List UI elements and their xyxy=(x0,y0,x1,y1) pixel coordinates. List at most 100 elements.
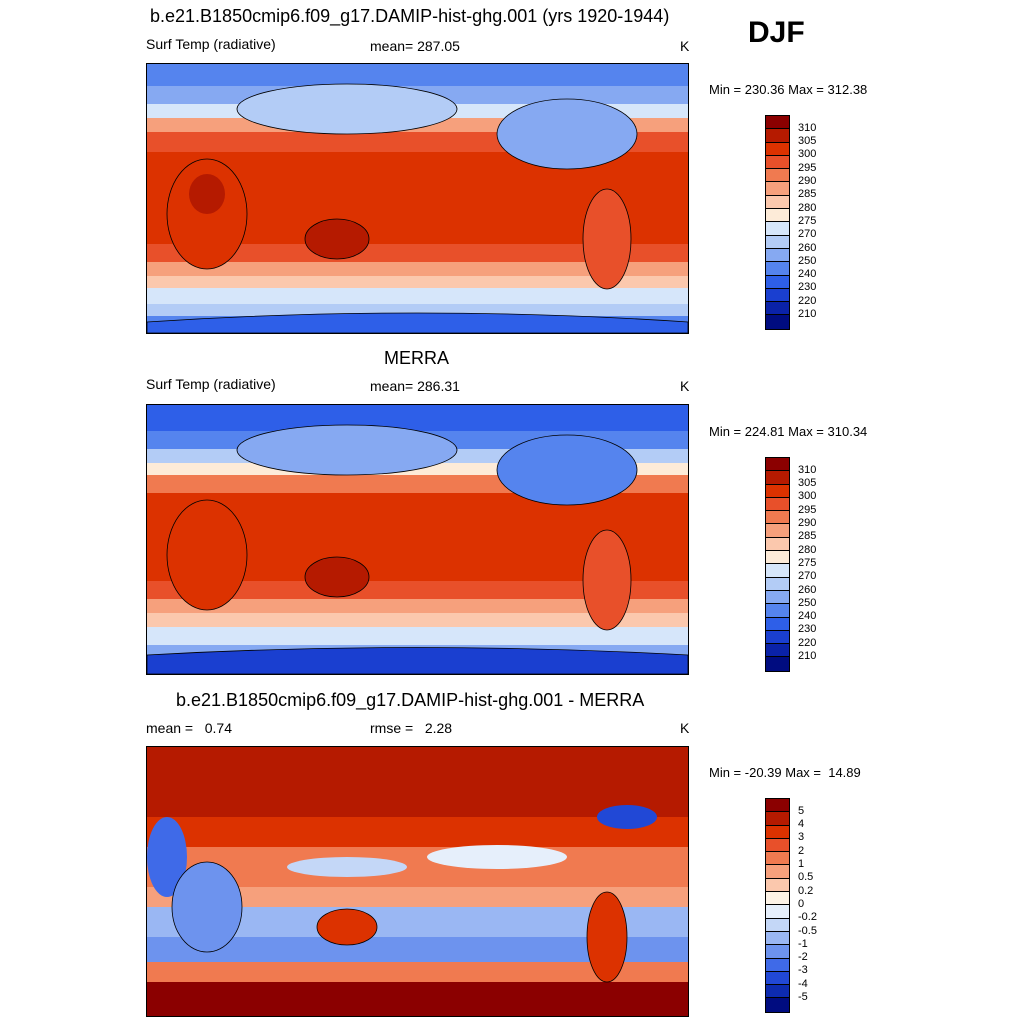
panel2-colorbar-segment xyxy=(766,471,789,485)
panel3-rmse: rmse = 2.28 xyxy=(370,720,453,736)
panel1-colorbar-segment xyxy=(766,169,789,183)
panel3-colorbar-tick-label: 0 xyxy=(798,897,805,910)
panel3-colorbar-segment xyxy=(766,985,789,999)
panel3-colorbar xyxy=(765,798,790,1013)
panel1-colorbar xyxy=(765,115,790,330)
panel2-colorbar-segment xyxy=(766,497,789,512)
panel1-colorbar-tick-label: 275 xyxy=(798,214,817,227)
panel2-title: MERRA xyxy=(384,348,450,368)
panel1-colorbar-segment xyxy=(766,288,789,303)
panel2-colorbar-segment xyxy=(766,537,789,552)
panel2-colorbar-tick-label: 300 xyxy=(798,490,817,503)
panel1-title: b.e21.B1850cmip6.f09_g17.DAMIP-hist-ghg.… xyxy=(150,6,670,26)
panel3-map xyxy=(146,746,689,1017)
panel3-colorbar-tick-label: -0.5 xyxy=(798,924,817,937)
panel3-units: K xyxy=(680,720,690,736)
panel2-colorbar-tick-label: 260 xyxy=(798,583,817,596)
panel3-colorbar-segment xyxy=(766,838,789,853)
panel3-colorbar-tick-label: -4 xyxy=(798,977,808,990)
panel2-colorbar-segment xyxy=(766,590,789,605)
panel2-colorbar-segment xyxy=(766,630,789,645)
panel3-title: b.e21.B1850cmip6.f09_g17.DAMIP-hist-ghg.… xyxy=(176,690,645,710)
panel1-colorbar-tick-label: 260 xyxy=(798,241,817,254)
panel3-colorbar-segment xyxy=(766,812,789,826)
panel1-mean: mean= 287.05 xyxy=(370,38,460,54)
panel3-colorbar-tick-label: 4 xyxy=(798,818,805,831)
panel2-colorbar-tick-label: 240 xyxy=(798,610,817,623)
panel1-minmax: Min = 230.36 Max = 312.38 xyxy=(709,82,868,97)
panel1-colorbar-segment xyxy=(766,315,789,329)
panel1-colorbar-segment xyxy=(766,195,789,210)
panel1-colorbar-tick-label: 220 xyxy=(798,294,817,307)
panel2-colorbar-segment xyxy=(766,604,789,618)
panel2-colorbar-tick-label: 285 xyxy=(798,530,817,543)
panel3-colorbar-tick-label: 3 xyxy=(798,831,805,844)
panel1-colorbar-segment xyxy=(766,222,789,236)
panel1-colorbar-tick-label: 305 xyxy=(798,135,817,148)
panel1-variable: Surf Temp (radiative) xyxy=(146,36,276,52)
panel2-colorbar-tick-label: 290 xyxy=(798,517,817,529)
panel2-minmax: Min = 224.81 Max = 310.34 xyxy=(709,424,868,439)
panel2-colorbar-tick-label: 305 xyxy=(798,477,817,490)
panel2-colorbar-segment xyxy=(766,617,789,631)
panel2-mean: mean= 286.31 xyxy=(370,378,460,394)
panel2-colorbar-segment xyxy=(766,511,789,525)
panel2-colorbar-segment xyxy=(766,551,789,565)
panel2-colorbar-tick-label: 270 xyxy=(798,570,817,583)
panel2-colorbar-tick-label: 250 xyxy=(798,596,817,609)
panel1-colorbar-tick-label: 295 xyxy=(798,161,817,174)
panel1-map-field xyxy=(147,64,688,333)
panel3-colorbar-segment xyxy=(766,892,789,906)
panel2-colorbar-segment xyxy=(766,458,789,472)
panel1-colorbar-tick-label: 280 xyxy=(798,201,817,214)
panel1-colorbar-segment xyxy=(766,235,789,249)
panel2-colorbar-segment xyxy=(766,644,789,658)
panel1-colorbar-segment xyxy=(766,116,789,130)
panel2-colorbar-segment xyxy=(766,524,789,538)
panel2-colorbar-tick-label: 230 xyxy=(798,623,817,636)
panel2-variable: Surf Temp (radiative) xyxy=(146,376,276,392)
panel1-colorbar-tick-label: 300 xyxy=(798,148,817,161)
panel1-colorbar-segment xyxy=(766,275,789,289)
panel3-colorbar-segment xyxy=(766,905,789,919)
panel1-colorbar-segment xyxy=(766,155,789,170)
panel3-colorbar-tick-label: -3 xyxy=(798,964,808,977)
panel3-minmax: Min = -20.39 Max = 14.89 xyxy=(709,765,861,780)
panel3-colorbar-tick-label: 2 xyxy=(798,844,805,857)
panel1-colorbar-tick-label: 285 xyxy=(798,188,817,201)
panel3-colorbar-tick-label: 0.2 xyxy=(798,884,814,897)
panel3-colorbar-segment xyxy=(766,998,789,1012)
panel2-colorbar-segment xyxy=(766,484,789,498)
panel1-colorbar-segment xyxy=(766,262,789,276)
panel2-colorbar-tick-label: 310 xyxy=(798,463,817,476)
panel2-colorbar-segment xyxy=(766,564,789,578)
panel2-colorbar-segment xyxy=(766,577,789,591)
panel1-colorbar-segment xyxy=(766,209,789,223)
panel1-units: K xyxy=(680,38,690,54)
panel3-colorbar-segment xyxy=(766,878,789,893)
panel2-colorbar-tick-label: 220 xyxy=(798,636,817,649)
panel2-colorbar-tick-label: 210 xyxy=(798,650,817,662)
panel1-colorbar-segment xyxy=(766,142,789,156)
panel3-colorbar-segment xyxy=(766,852,789,866)
panel3-colorbar-segment xyxy=(766,918,789,932)
panel1-colorbar-segment xyxy=(766,248,789,263)
panel3-colorbar-segment xyxy=(766,865,789,879)
panel1-colorbar-tick-label: 310 xyxy=(798,121,817,134)
panel3-colorbar-segment xyxy=(766,799,789,813)
panel1-colorbar-segment xyxy=(766,302,789,316)
panel1-colorbar-tick-label: 290 xyxy=(798,175,817,187)
panel1-colorbar-tick-label: 230 xyxy=(798,281,817,294)
panel1-colorbar-segment xyxy=(766,129,789,143)
panel2-map-field xyxy=(147,405,688,674)
panel3-mean: mean = 0.74 xyxy=(146,720,233,736)
panel3-map-field xyxy=(147,747,688,1016)
panel3-colorbar-tick-label: -0.2 xyxy=(798,911,817,924)
panel3-colorbar-tick-label: -2 xyxy=(798,951,808,964)
panel3-colorbar-tick-label: 1 xyxy=(798,858,805,870)
panel1-colorbar-tick-label: 250 xyxy=(798,254,817,267)
panel2-colorbar-tick-label: 275 xyxy=(798,556,817,569)
season-label: DJF xyxy=(748,16,805,49)
panel3-colorbar-segment xyxy=(766,945,789,959)
panel2-colorbar-tick-label: 280 xyxy=(798,543,817,556)
